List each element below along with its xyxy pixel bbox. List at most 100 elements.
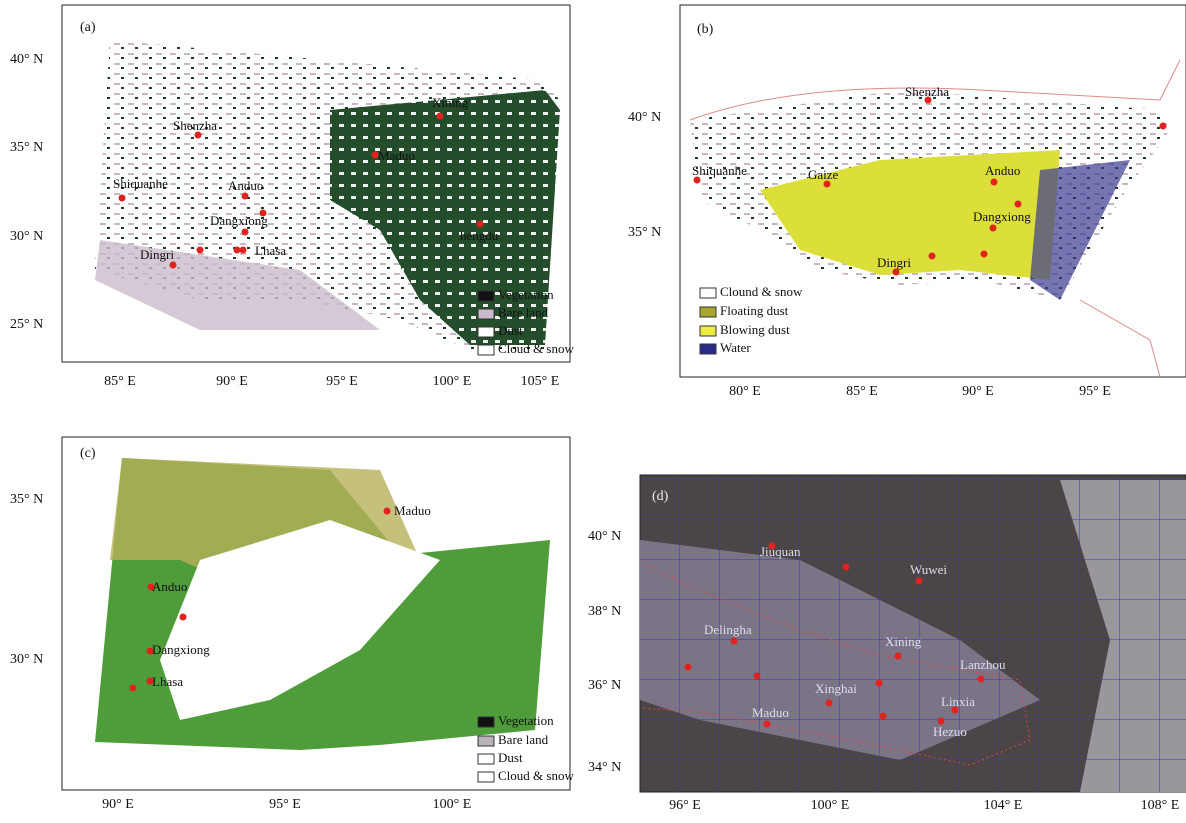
city-dot: [916, 578, 923, 585]
legend-label: Cloud & snow: [498, 768, 574, 783]
x-tick-label: 104° E: [984, 798, 1023, 813]
city-label: Anduo: [152, 579, 187, 594]
legend-swatch: [478, 345, 494, 355]
city-label: Lhasa: [255, 243, 286, 258]
legend-label: Dust: [498, 750, 523, 765]
y-tick-label: 35° N: [628, 225, 661, 240]
x-tick-label: 85° E: [104, 374, 136, 389]
legend-swatch: [478, 717, 494, 727]
legend-label: Bare land: [498, 305, 549, 320]
city-label: hengdu: [460, 228, 499, 243]
city-dot: [764, 721, 771, 728]
city-dot: [180, 614, 187, 621]
city-label: Shenzha: [905, 84, 949, 99]
y-tick-label: 34° N: [588, 760, 621, 775]
city-label: Lanzhou: [960, 657, 1006, 672]
city-label: Maduo: [752, 705, 789, 720]
city-label: Anduo: [985, 163, 1020, 178]
legend-swatch: [478, 309, 494, 319]
x-tick-label: 100° E: [433, 374, 472, 389]
city-dot: [880, 713, 887, 720]
panel-label: (c): [80, 446, 96, 461]
city-label: Delingha: [704, 622, 752, 637]
panel-label: (b): [697, 22, 714, 37]
y-tick-label: 40° N: [628, 110, 661, 125]
city-label: Xinghai: [815, 681, 857, 696]
city-dot: [477, 221, 484, 228]
city-label: Hezuo: [933, 724, 967, 739]
city-dot: [1015, 201, 1022, 208]
x-tick-label: 105° E: [521, 374, 560, 389]
x-tick-label: 95° E: [269, 797, 301, 812]
city-label: Anduo: [228, 178, 263, 193]
city-label: Xining: [432, 95, 469, 110]
city-label: Jiuquan: [760, 544, 801, 559]
city-dot: [260, 210, 267, 217]
legend-label: Water: [720, 340, 751, 355]
city-dot: [1160, 123, 1167, 130]
city-dot: [990, 225, 997, 232]
legend-swatch: [700, 307, 716, 317]
panel-label: (d): [652, 489, 669, 504]
y-tick-label: 38° N: [588, 604, 621, 619]
city-dot: [240, 247, 247, 254]
city-dot: [991, 179, 998, 186]
x-tick-label: 80° E: [729, 384, 761, 399]
panel-label: (a): [80, 20, 96, 35]
legend-swatch: [700, 288, 716, 298]
legend-swatch: [478, 754, 494, 764]
x-tick-label: 96° E: [669, 798, 701, 813]
legend-swatch: [700, 326, 716, 336]
y-tick-label: 40° N: [10, 52, 43, 67]
legend-swatch: [478, 327, 494, 337]
city-dot: [929, 253, 936, 260]
city-label: Dangxiong: [973, 209, 1031, 224]
x-tick-label: 100° E: [433, 797, 472, 812]
city-dot: [170, 262, 177, 269]
legend-label: Bare land: [498, 732, 549, 747]
legend-label: Cloud & snow: [498, 341, 574, 356]
city-label: Dingri: [877, 255, 911, 270]
y-tick-label: 40° N: [588, 529, 621, 544]
city-label: Gaize: [808, 167, 839, 182]
city-dot: [731, 638, 738, 645]
city-label: Dingri: [140, 247, 174, 262]
x-tick-label: 85° E: [846, 384, 878, 399]
city-dot: [130, 685, 137, 692]
city-label: Shiquanhe: [692, 163, 747, 178]
legend-swatch: [478, 736, 494, 746]
city-dot: [437, 113, 444, 120]
legend-swatch: [478, 772, 494, 782]
city-dot: [197, 247, 204, 254]
city-dot: [978, 676, 985, 683]
legend-swatch: [700, 344, 716, 354]
city-dot: [685, 664, 692, 671]
city-label: Dangxiong: [210, 213, 268, 228]
y-tick-label: 25° N: [10, 317, 43, 332]
legend-label: Dust: [498, 323, 523, 338]
city-dot: [242, 193, 249, 200]
x-tick-label: 95° E: [326, 374, 358, 389]
city-dot: [242, 229, 249, 236]
x-tick-label: 108° E: [1141, 798, 1180, 813]
x-tick-label: 90° E: [102, 797, 134, 812]
y-tick-label: 30° N: [10, 652, 43, 667]
city-dot: [895, 653, 902, 660]
city-dot: [234, 247, 241, 254]
city-dot: [384, 508, 391, 515]
legend-label: Vegetation: [498, 713, 554, 728]
legend-swatch: [478, 291, 494, 301]
y-tick-label: 35° N: [10, 492, 43, 507]
city-label: Linxia: [941, 694, 975, 709]
y-tick-label: 30° N: [10, 229, 43, 244]
city-dot: [876, 680, 883, 687]
city-label: Shenzha: [173, 118, 217, 133]
x-tick-label: 95° E: [1079, 384, 1111, 399]
legend-label: Vegetation: [498, 287, 554, 302]
city-dot: [981, 251, 988, 258]
city-dot: [119, 195, 126, 202]
city-dot: [754, 673, 761, 680]
x-tick-label: 100° E: [811, 798, 850, 813]
legend-label: Clound & snow: [720, 284, 803, 299]
city-label: Lhasa: [152, 674, 183, 689]
